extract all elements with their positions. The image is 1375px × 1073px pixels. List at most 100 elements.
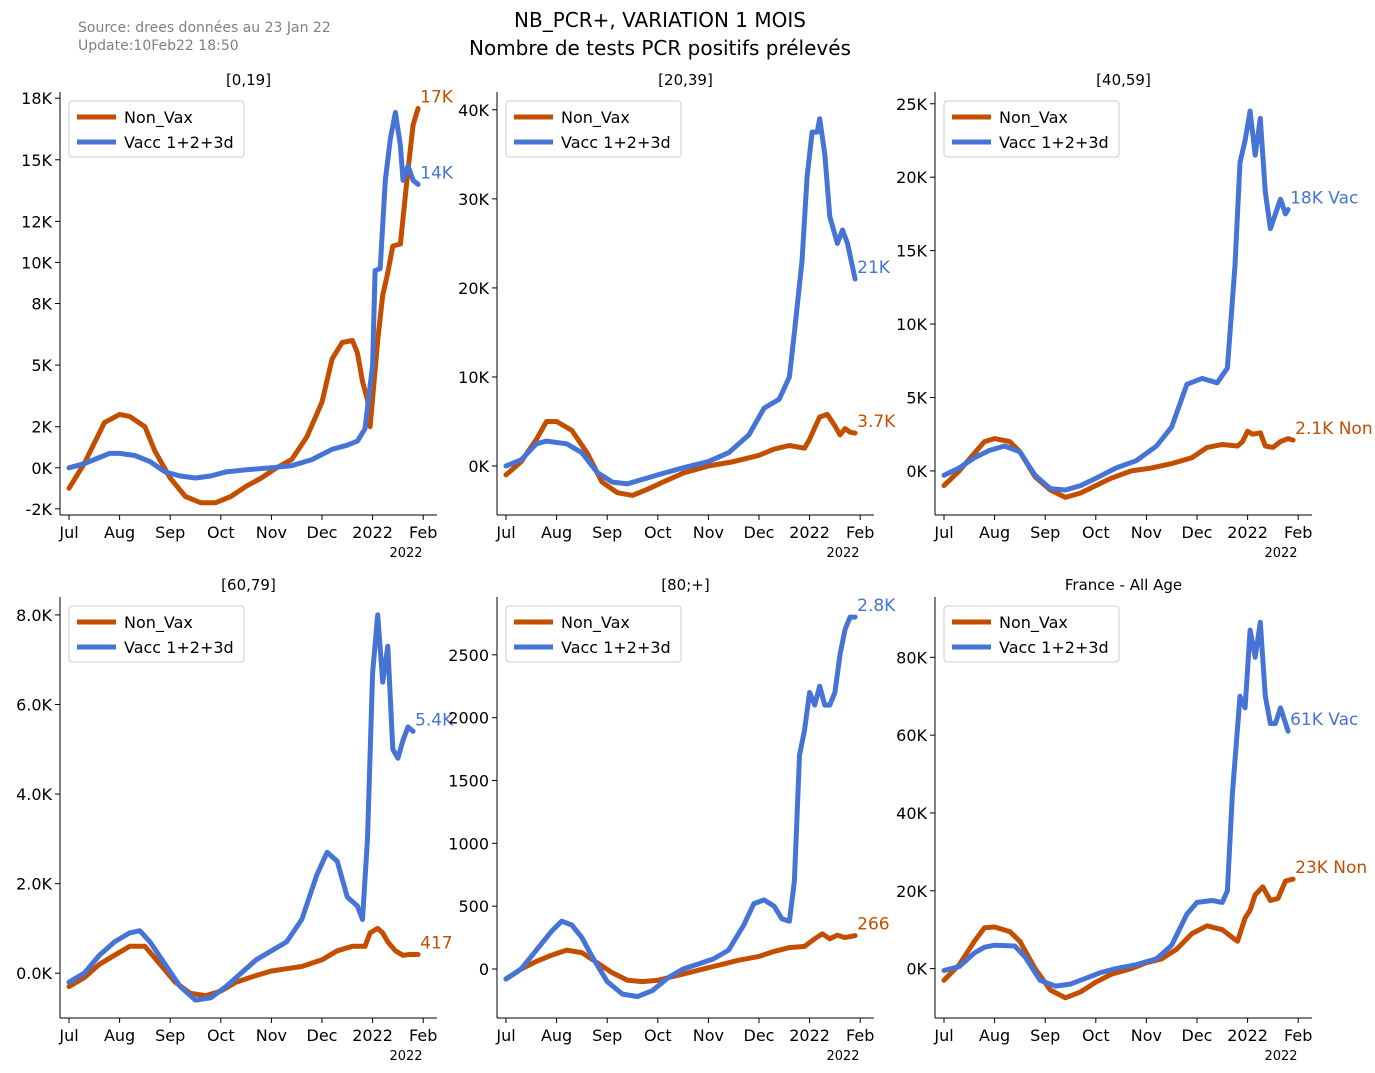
subplot-title: France - All Age bbox=[1065, 576, 1182, 594]
x-tick-label: Oct bbox=[644, 523, 672, 542]
x-tick-label: Jul bbox=[933, 523, 953, 542]
series-end-label: 5.4K bbox=[415, 710, 454, 730]
series-line-vacc bbox=[503, 614, 858, 1000]
y-tick-label: 0K bbox=[906, 960, 927, 979]
x-tick-label: Nov bbox=[256, 1026, 287, 1045]
x-tick-label: Nov bbox=[1131, 523, 1162, 542]
x-tick-label: 2022 bbox=[1227, 523, 1268, 542]
series-end-label: 2.8K bbox=[857, 596, 896, 616]
subplot-title: [60,79] bbox=[221, 576, 276, 594]
x-tick-label: Dec bbox=[307, 523, 338, 542]
legend-label: Non_Vax bbox=[561, 613, 630, 633]
y-tick-label: 5K bbox=[906, 389, 927, 408]
subplot-title: [0,19] bbox=[226, 71, 271, 89]
x-tick-label: Sep bbox=[155, 1026, 185, 1045]
series-line-non-vax bbox=[503, 931, 858, 985]
y-tick-label: 500 bbox=[458, 897, 489, 916]
x-tick-label: Dec bbox=[744, 523, 775, 542]
x-tick-label: Sep bbox=[155, 523, 185, 542]
series-line-non-vax bbox=[66, 105, 421, 506]
y-tick-label: 15K bbox=[896, 242, 927, 261]
x-year-label: 2022 bbox=[1264, 546, 1297, 561]
figure-subtitle: Nombre de tests PCR positifs prélevés bbox=[469, 36, 851, 60]
subplot-title: [80;+] bbox=[661, 576, 709, 594]
y-tick-label: 25K bbox=[896, 95, 927, 114]
y-tick-label: 80K bbox=[896, 648, 927, 667]
series-end-label: 417 bbox=[420, 934, 452, 954]
y-tick-label: -2K bbox=[26, 500, 53, 519]
x-tick-label: Nov bbox=[256, 523, 287, 542]
subplot-4: [60,79] 0.0K 2.0K 4.0K 6.0K 8.0K Jul Aug Sep Oct N… bbox=[16, 576, 454, 1064]
x-tick-label: Dec bbox=[744, 1026, 775, 1045]
legend-label: Non_Vax bbox=[999, 613, 1068, 633]
x-tick-label: Feb bbox=[409, 1026, 437, 1045]
legend-label: Vacc 1+2+3d bbox=[561, 638, 671, 657]
y-tick-label: 12K bbox=[21, 212, 52, 231]
x-tick-label: Jul bbox=[933, 1026, 953, 1045]
y-tick-label: 8.0K bbox=[16, 606, 52, 625]
x-tick-label: Sep bbox=[1030, 523, 1060, 542]
y-tick-label: 2500 bbox=[448, 646, 489, 665]
x-tick-label: Dec bbox=[307, 1026, 338, 1045]
x-year-label: 2022 bbox=[1264, 1049, 1297, 1064]
y-tick-label: 0.0K bbox=[16, 964, 52, 983]
subplot-6: France - All Age 0K 20K 40K 60K 80K Jul Aug Sep O… bbox=[896, 576, 1367, 1064]
x-tick-label: Oct bbox=[1082, 1026, 1110, 1045]
x-tick-label: Feb bbox=[1284, 523, 1312, 542]
x-year-label: 2022 bbox=[389, 1049, 422, 1064]
y-tick-label: 60K bbox=[896, 726, 927, 745]
series-end-label: 21K bbox=[857, 258, 891, 278]
y-tick-label: 40K bbox=[896, 804, 927, 823]
y-tick-label: 18K bbox=[21, 89, 52, 108]
y-tick-label: 40K bbox=[458, 101, 489, 120]
legend-label: Vacc 1+2+3d bbox=[999, 133, 1109, 152]
y-tick-label: 20K bbox=[896, 168, 927, 187]
x-tick-label: Oct bbox=[1082, 523, 1110, 542]
series-line-non-vax bbox=[66, 925, 421, 999]
x-tick-label: Aug bbox=[104, 523, 135, 542]
y-tick-label: 10K bbox=[21, 253, 52, 272]
x-tick-label: Feb bbox=[1284, 1026, 1312, 1045]
x-year-label: 2022 bbox=[389, 546, 422, 561]
series-line-non-vax bbox=[503, 411, 858, 498]
legend-label: Non_Vax bbox=[561, 108, 630, 128]
y-tick-label: 2.0K bbox=[16, 875, 52, 894]
x-tick-label: 2022 bbox=[352, 1026, 393, 1045]
x-year-label: 2022 bbox=[826, 546, 859, 561]
x-tick-label: 2022 bbox=[352, 523, 393, 542]
series-end-label: 266 bbox=[857, 915, 889, 935]
series-line-non-vax bbox=[941, 428, 1296, 500]
x-tick-label: Oct bbox=[644, 1026, 672, 1045]
update-line: Update:10Feb22 18:50 bbox=[78, 38, 239, 54]
legend-label: Vacc 1+2+3d bbox=[124, 638, 234, 657]
series-line-non-vax bbox=[941, 876, 1296, 1001]
x-tick-label: Feb bbox=[409, 523, 437, 542]
x-tick-label: Aug bbox=[979, 523, 1010, 542]
y-tick-label: 0K bbox=[906, 462, 927, 481]
x-tick-label: 2022 bbox=[1227, 1026, 1268, 1045]
y-tick-label: 1500 bbox=[448, 771, 489, 790]
y-tick-label: 2000 bbox=[448, 709, 489, 728]
x-tick-label: Sep bbox=[1030, 1026, 1060, 1045]
x-tick-label: Dec bbox=[1182, 1026, 1213, 1045]
series-end-label: 17K bbox=[420, 87, 454, 107]
legend-label: Non_Vax bbox=[124, 108, 193, 128]
y-tick-label: 0K bbox=[468, 457, 489, 476]
figure-title: NB_PCR+, VARIATION 1 MOIS bbox=[514, 8, 806, 32]
x-tick-label: Feb bbox=[846, 1026, 874, 1045]
y-tick-label: 20K bbox=[896, 882, 927, 901]
series-end-label: 3.7K bbox=[857, 412, 896, 432]
source-line: Source: drees données au 23 Jan 22 bbox=[78, 20, 331, 36]
x-tick-label: Dec bbox=[1182, 523, 1213, 542]
series-line-vacc bbox=[941, 108, 1291, 493]
legend-label: Vacc 1+2+3d bbox=[999, 638, 1109, 657]
y-tick-label: 2K bbox=[31, 418, 52, 437]
x-tick-label: Aug bbox=[979, 1026, 1010, 1045]
y-tick-label: 1000 bbox=[448, 834, 489, 853]
x-tick-label: Nov bbox=[693, 1026, 724, 1045]
series-line-vacc bbox=[66, 612, 416, 1003]
series-end-label: 2.1K Non bbox=[1295, 419, 1372, 439]
subplot-title: [40,59] bbox=[1096, 71, 1151, 89]
subplot-title: [20,39] bbox=[658, 71, 713, 89]
